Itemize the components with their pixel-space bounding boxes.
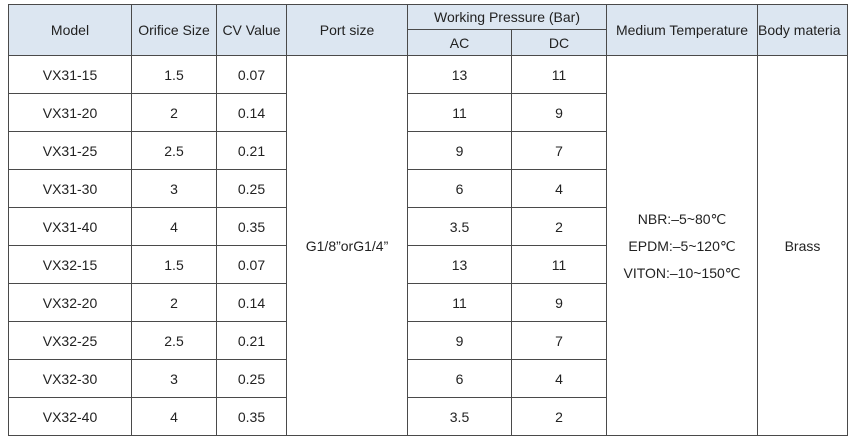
cell-model: VX32-20 (8, 283, 132, 322)
cell-cv-value: 0.25 (216, 359, 287, 398)
cell-cv-value: 0.07 (216, 245, 287, 284)
cell-pressure-ac: 6 (407, 169, 512, 208)
cell-orifice-size: 3 (131, 359, 217, 398)
cell-cv-value: 0.25 (216, 169, 287, 208)
table-row: VX31-30 3 0.25 6 4 (8, 169, 848, 208)
cell-pressure-ac: 11 (407, 93, 512, 132)
cell-model: VX32-15 (8, 245, 132, 284)
cell-orifice-size: 4 (131, 207, 217, 246)
table-row: VX32-25 2.5 0.21 9 7 (8, 321, 848, 360)
cell-model: VX31-15 (8, 55, 132, 94)
cell-cv-value: 0.35 (216, 207, 287, 246)
cell-pressure-dc: 9 (511, 93, 607, 132)
cell-pressure-ac: 11 (407, 283, 512, 322)
cell-model: VX31-25 (8, 131, 132, 170)
cell-body-material: Brass (757, 55, 848, 436)
cell-orifice-size: 2.5 (131, 321, 217, 360)
cell-cv-value: 0.07 (216, 55, 287, 94)
cell-orifice-size: 1.5 (131, 245, 217, 284)
header-cv-value: CV Value (216, 4, 287, 56)
cell-cv-value: 0.14 (216, 283, 287, 322)
header-ac: AC (407, 29, 512, 56)
cell-pressure-dc: 9 (511, 283, 607, 322)
temperature-nbr: NBR:–5~80℃ (637, 210, 727, 227)
cell-pressure-dc: 11 (511, 245, 607, 284)
cell-pressure-ac: 9 (407, 321, 512, 360)
cell-orifice-size: 3 (131, 169, 217, 208)
table-row: VX32-15 1.5 0.07 13 11 (8, 245, 848, 284)
table-row: VX31-20 2 0.14 11 9 (8, 93, 848, 132)
cell-pressure-ac: 6 (407, 359, 512, 398)
cell-orifice-size: 2 (131, 283, 217, 322)
cell-port-size: G1/8”orG1/4” (286, 55, 408, 436)
cell-medium-temperature: NBR:–5~80℃ EPDM:–5~120℃ VITON:–10~150℃ (606, 55, 758, 436)
cell-pressure-ac: 3.5 (407, 397, 512, 436)
temperature-viton: VITON:–10~150℃ (623, 264, 741, 281)
cell-pressure-dc: 4 (511, 169, 607, 208)
cell-orifice-size: 4 (131, 397, 217, 436)
cell-pressure-dc: 4 (511, 359, 607, 398)
cell-cv-value: 0.21 (216, 321, 287, 360)
header-body-material: Body materia (757, 4, 848, 56)
cell-pressure-dc: 7 (511, 131, 607, 170)
temperature-epdm: EPDM:–5~120℃ (628, 237, 736, 254)
table-row: VX31-25 2.5 0.21 9 7 (8, 131, 848, 170)
header-port-size: Port size (286, 4, 408, 56)
cell-pressure-dc: 11 (511, 55, 607, 94)
header-medium-temperature: Medium Temperature (606, 4, 758, 56)
table-row: VX31-15 1.5 0.07 G1/8”orG1/4” 13 11 NBR:… (8, 55, 848, 436)
cell-cv-value: 0.14 (216, 93, 287, 132)
cell-pressure-dc: 7 (511, 321, 607, 360)
cell-pressure-dc: 2 (511, 397, 607, 436)
cell-orifice-size: 1.5 (131, 55, 217, 94)
cell-pressure-ac: 3.5 (407, 207, 512, 246)
cell-model: VX31-40 (8, 207, 132, 246)
cell-model: VX31-20 (8, 93, 132, 132)
header-model: Model (8, 4, 132, 56)
cell-model: VX32-25 (8, 321, 132, 360)
cell-cv-value: 0.35 (216, 397, 287, 436)
cell-cv-value: 0.21 (216, 131, 287, 170)
specification-table: Model Orifice Size CV Value Port size Wo… (8, 4, 848, 436)
cell-orifice-size: 2.5 (131, 131, 217, 170)
cell-pressure-ac: 13 (407, 245, 512, 284)
table-row: VX31-40 4 0.35 3.5 2 (8, 207, 848, 246)
cell-orifice-size: 2 (131, 93, 217, 132)
cell-pressure-ac: 9 (407, 131, 512, 170)
cell-model: VX32-40 (8, 397, 132, 436)
table-row: VX32-40 4 0.35 3.5 2 (8, 397, 848, 436)
header-dc: DC (511, 29, 607, 56)
cell-model: VX31-30 (8, 169, 132, 208)
header-orifice-size: Orifice Size (131, 4, 217, 56)
cell-model: VX32-30 (8, 359, 132, 398)
cell-pressure-dc: 2 (511, 207, 607, 246)
cell-pressure-ac: 13 (407, 55, 512, 94)
header-working-pressure: Working Pressure (Bar) (407, 4, 607, 30)
